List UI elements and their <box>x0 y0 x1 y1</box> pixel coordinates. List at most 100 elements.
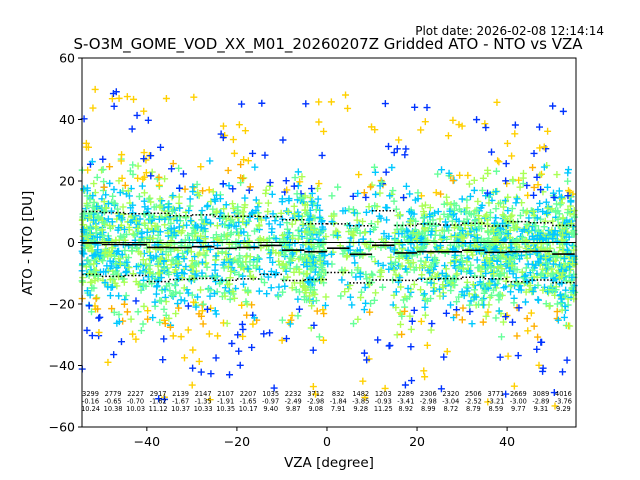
scatter-point <box>328 192 336 200</box>
bin-count-label: 1482 <box>352 390 369 398</box>
scatter-point <box>294 295 302 303</box>
scatter-point <box>139 320 147 328</box>
scatter-point <box>355 171 363 179</box>
scatter-point <box>388 260 396 268</box>
scatter-point <box>312 206 320 214</box>
scatter-point <box>537 255 545 263</box>
scatter-point <box>213 272 221 280</box>
scatter-point <box>243 311 251 319</box>
scatter-point <box>525 214 533 222</box>
bin-std-label: 9.08 <box>308 405 323 413</box>
scatter-point <box>290 182 298 190</box>
scatter-point <box>209 188 217 196</box>
scatter-point <box>490 270 498 278</box>
scatter-point <box>344 104 352 112</box>
scatter-point <box>247 272 255 280</box>
scatter-point <box>316 257 324 265</box>
scatter-point <box>201 260 209 268</box>
scatter-point <box>173 272 181 280</box>
scatter-point <box>245 186 253 194</box>
bin-std-label: 8.72 <box>443 405 458 413</box>
scatter-point <box>175 223 183 231</box>
scatter-point <box>224 166 232 174</box>
scatter-point <box>324 260 332 268</box>
scatter-point <box>503 139 511 147</box>
scatter-point <box>295 232 303 240</box>
scatter-point <box>418 271 426 279</box>
scatter-point <box>447 301 455 309</box>
scatter-point <box>327 250 335 258</box>
scatter-point <box>315 118 323 126</box>
bin-count-label: 2139 <box>172 390 189 398</box>
scatter-point <box>318 151 326 159</box>
scatter-point <box>188 230 196 238</box>
scatter-point <box>89 104 97 112</box>
scatter-point <box>147 172 155 180</box>
scatter-point <box>229 200 237 208</box>
scatter-point <box>126 167 134 175</box>
scatter-point <box>359 217 367 225</box>
scatter-point <box>311 268 319 276</box>
scatter-point <box>254 254 262 262</box>
scatter-point <box>167 261 175 269</box>
scatter-point <box>179 170 187 178</box>
scatter-point <box>168 193 176 201</box>
scatter-point <box>125 254 133 262</box>
scatter-point <box>408 377 416 385</box>
scatter-point <box>95 314 103 322</box>
scatter-point <box>564 192 572 200</box>
scatter-point <box>566 322 574 330</box>
scatter-point <box>514 352 522 360</box>
bin-count-label: 3771 <box>487 390 504 398</box>
scatter-point <box>534 181 542 189</box>
scatter-point <box>466 267 474 275</box>
scatter-point <box>430 237 438 245</box>
scatter-point <box>529 266 537 274</box>
scatter-point <box>379 283 387 291</box>
scatter-point <box>537 215 545 223</box>
scatter-point <box>458 288 466 296</box>
scatter-point <box>91 85 99 93</box>
bin-mean-label: -0.70 <box>127 398 144 406</box>
scatter-point <box>210 289 218 297</box>
scatter-point <box>230 294 238 302</box>
scatter-point <box>528 232 536 240</box>
scatter-point <box>467 221 475 229</box>
scatter-point <box>96 313 104 321</box>
scatter-point <box>242 298 250 306</box>
scatter-point <box>522 298 530 306</box>
bin-statistics: 3299-0.1610.242779-0.6510.382227-0.7010.… <box>81 390 572 413</box>
scatter-point <box>128 125 136 133</box>
scatter-point <box>134 308 142 316</box>
scatter-point <box>248 208 256 216</box>
scatter-point <box>492 188 500 196</box>
scatter-point <box>316 229 324 237</box>
scatter-point <box>463 215 471 223</box>
scatter-point <box>534 206 542 214</box>
scatter-point <box>222 249 230 257</box>
scatter-point <box>533 214 541 222</box>
scatter-point <box>207 219 215 227</box>
scatter-point <box>238 100 246 108</box>
scatter-point <box>533 249 541 257</box>
scatter-point <box>134 162 142 170</box>
scatter-point <box>288 234 296 242</box>
scatter-point <box>118 174 126 182</box>
scatter-point <box>142 260 150 268</box>
scatter-point <box>564 169 572 177</box>
stat-lines <box>82 210 576 284</box>
scatter-point <box>172 310 180 318</box>
scatter-point <box>481 287 489 295</box>
scatter-point <box>146 269 154 277</box>
scatter-point <box>428 227 436 235</box>
scatter-point <box>365 203 373 211</box>
scatter-point <box>404 284 412 292</box>
scatter-point <box>319 239 327 247</box>
scatter-point <box>301 192 309 200</box>
scatter-point <box>504 207 512 215</box>
scatter-point <box>263 290 271 298</box>
scatter-point <box>100 219 108 227</box>
scatter-point <box>390 149 398 157</box>
bin-mean-label: -3.00 <box>510 398 527 406</box>
scatter-point <box>86 196 94 204</box>
